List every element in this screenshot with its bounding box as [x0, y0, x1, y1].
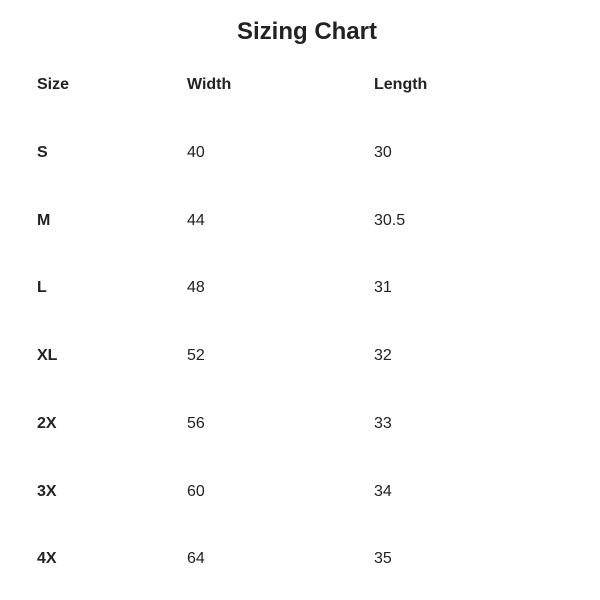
width-cell: 64 [187, 550, 205, 568]
table-row: XL 52 32 [0, 346, 600, 366]
header-width: Width [187, 76, 232, 93]
length-cell: 32 [374, 347, 392, 365]
size-cell: XL [37, 347, 58, 365]
size-cell: 2X [37, 414, 57, 432]
header-size: Size [37, 76, 70, 93]
size-cell: S [37, 144, 48, 161]
size-cell: 3X [37, 482, 57, 500]
length-cell: 33 [374, 414, 392, 432]
length-cell: 31 [374, 279, 392, 297]
length-cell: 30 [374, 144, 392, 161]
width-cell: 52 [187, 347, 205, 365]
width-cell: 56 [187, 414, 205, 432]
table-row: M 44 30.5 [0, 211, 600, 231]
width-cell: 44 [187, 211, 205, 229]
width-cell: 60 [187, 482, 205, 500]
length-cell: 35 [374, 550, 392, 568]
table-header: Size Width Length [0, 75, 600, 95]
table-row: 3X 60 34 [0, 482, 600, 502]
size-cell: L [37, 279, 47, 297]
width-cell: 40 [187, 144, 205, 161]
length-cell: 30.5 [374, 211, 406, 229]
table-row: S 40 30 [0, 143, 600, 163]
table-row: 4X 64 35 [0, 549, 600, 569]
width-cell: 48 [187, 279, 205, 297]
size-cell: M [37, 211, 51, 229]
length-cell: 34 [374, 482, 392, 500]
header-length: Length [374, 76, 428, 93]
table-row: L 48 31 [0, 278, 600, 298]
table-row: 2X 56 33 [0, 414, 600, 434]
page-title: Sizing Chart [236, 18, 377, 45]
size-cell: 4X [37, 550, 57, 568]
